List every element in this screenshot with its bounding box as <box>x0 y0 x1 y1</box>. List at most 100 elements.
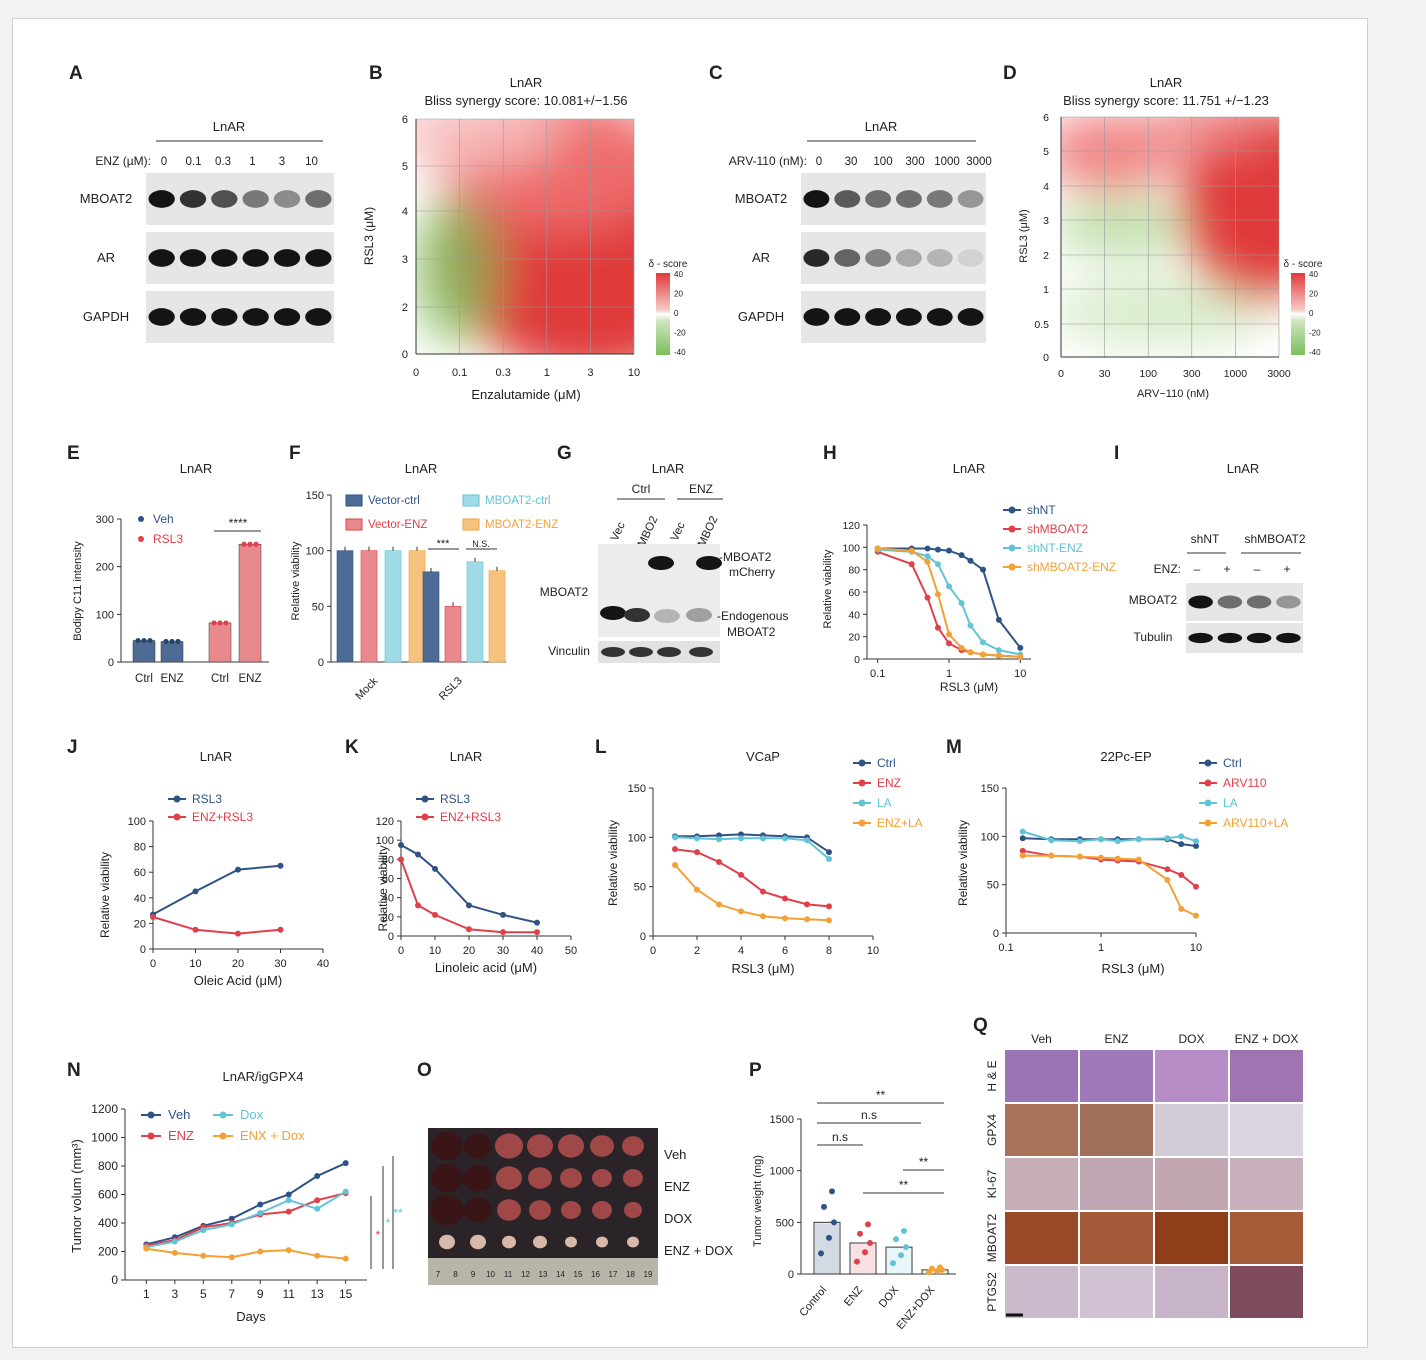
data-point <box>826 903 832 910</box>
y-axis-label: Relative viability <box>290 541 302 620</box>
bar-fill <box>887 1248 911 1274</box>
legend-marker <box>138 516 144 522</box>
data-point <box>342 1255 349 1262</box>
data-point <box>1178 905 1185 912</box>
synergy-region <box>1061 117 1181 191</box>
replicate-dot <box>898 1252 904 1259</box>
x-tick: 20 <box>463 945 475 957</box>
data-point <box>782 835 788 842</box>
x-tick: 40 <box>317 958 329 970</box>
data-point <box>804 916 810 923</box>
blot-mboat2-band <box>179 190 207 208</box>
legend-tick: 20 <box>1309 290 1318 299</box>
data-point <box>760 913 766 920</box>
replicate-dot <box>867 1240 873 1246</box>
legend-label: shMBOAT2-ENZ <box>1027 560 1116 574</box>
significance-label: ** <box>899 1178 909 1192</box>
panel-letter: P <box>749 1060 762 1081</box>
y-tick: 500 <box>776 1217 794 1229</box>
blot-ar-band <box>926 249 953 267</box>
legend-label: Veh <box>168 1107 190 1122</box>
replicate-dot <box>241 541 247 547</box>
ihc-tile <box>1155 1104 1228 1156</box>
bar-fill <box>815 1223 839 1274</box>
panel-letter: D <box>1003 63 1017 84</box>
y-tick: 40 <box>848 609 860 621</box>
blot-mboat2-band <box>1217 595 1243 609</box>
ruler-tick: 15 <box>574 1270 583 1279</box>
data-point <box>257 1210 264 1217</box>
replicate-dot <box>253 541 259 547</box>
data-point <box>738 835 744 842</box>
blot-band <box>654 609 680 623</box>
conc-tick: 10 <box>305 156 318 168</box>
blot-gapdh-band <box>242 308 269 326</box>
x-tick: 4 <box>738 945 744 957</box>
legend-marker <box>421 813 429 821</box>
ihc-tile <box>1155 1158 1228 1210</box>
tumor <box>439 1234 455 1250</box>
blot-gapdh-band <box>895 308 922 326</box>
significance-label: ** <box>919 1155 929 1169</box>
y-tick: 5 <box>1043 146 1049 158</box>
x-tick: 0 <box>150 958 156 970</box>
y-tick: 60 <box>382 874 394 886</box>
bar <box>408 550 426 663</box>
y-tick: 200 <box>98 1245 118 1259</box>
band-annotation: -MBOAT2 <box>719 550 772 564</box>
data-point <box>967 622 974 629</box>
y-tick: 3 <box>402 254 408 266</box>
bar <box>360 550 378 663</box>
ruler-tick: 17 <box>609 1270 618 1279</box>
ruler-tick: 7 <box>436 1270 441 1279</box>
data-point <box>285 1197 292 1204</box>
ruler <box>428 1258 658 1285</box>
blot-ar-band <box>179 249 207 267</box>
replicate-dot <box>141 637 147 644</box>
data-point <box>804 837 810 844</box>
y-tick: 100 <box>981 831 999 843</box>
legend-marker <box>219 1111 227 1119</box>
data-point <box>285 1208 292 1215</box>
blot-mboat2-band <box>1188 595 1213 609</box>
legend-marker <box>1008 544 1016 552</box>
x-tick: 9 <box>257 1287 264 1301</box>
ihc-column-label: ENZ + DOX <box>1235 1032 1299 1046</box>
tumor <box>623 1169 643 1187</box>
series-line-enz-rsl3 <box>152 916 281 935</box>
legend-tick: 0 <box>1309 309 1314 318</box>
x-tick: 0.1 <box>998 942 1013 954</box>
y-tick: 2 <box>402 302 408 314</box>
y-tick: 6 <box>1043 112 1049 124</box>
blot-row-label: Tubulin <box>1134 630 1173 644</box>
conc-tick: 100 <box>873 156 892 168</box>
x-tick: ENZ <box>239 673 262 685</box>
x-tick: 7 <box>228 1287 235 1301</box>
y-axis-label: RSL3 (μM) <box>362 207 376 265</box>
legend-label: ARV110+LA <box>1223 816 1288 830</box>
y-tick: 50 <box>634 882 646 894</box>
data-point <box>1019 828 1026 835</box>
synergy-region <box>416 119 561 171</box>
data-point <box>1164 835 1171 842</box>
legend-label: RSL3 <box>192 792 222 806</box>
ihc-tile <box>1080 1158 1153 1210</box>
legend-colorbar <box>656 273 670 355</box>
data-point <box>738 908 744 915</box>
y-tick: 400 <box>98 1216 118 1230</box>
y-tick: 1 <box>1043 284 1049 296</box>
series-line-enx-dox <box>146 1247 346 1260</box>
blot-mboat2-membrane <box>146 173 334 225</box>
bar <box>160 641 184 663</box>
conc-label: ARV-110 (nM): <box>729 154 807 168</box>
blot-gapdh-band <box>148 308 175 326</box>
data-point <box>826 849 832 856</box>
legend-swatch <box>345 518 363 531</box>
series-line-arv110-la <box>1022 854 1197 917</box>
heatmap-subtitle: Bliss synergy score: 11.751 +/−1.23 <box>1063 93 1269 108</box>
tumor <box>463 1164 493 1192</box>
chart-title: LnAR <box>953 461 986 476</box>
conc-label: ENZ (µM): <box>95 154 151 168</box>
legend-marker <box>147 1132 155 1140</box>
data-point <box>1193 912 1199 919</box>
